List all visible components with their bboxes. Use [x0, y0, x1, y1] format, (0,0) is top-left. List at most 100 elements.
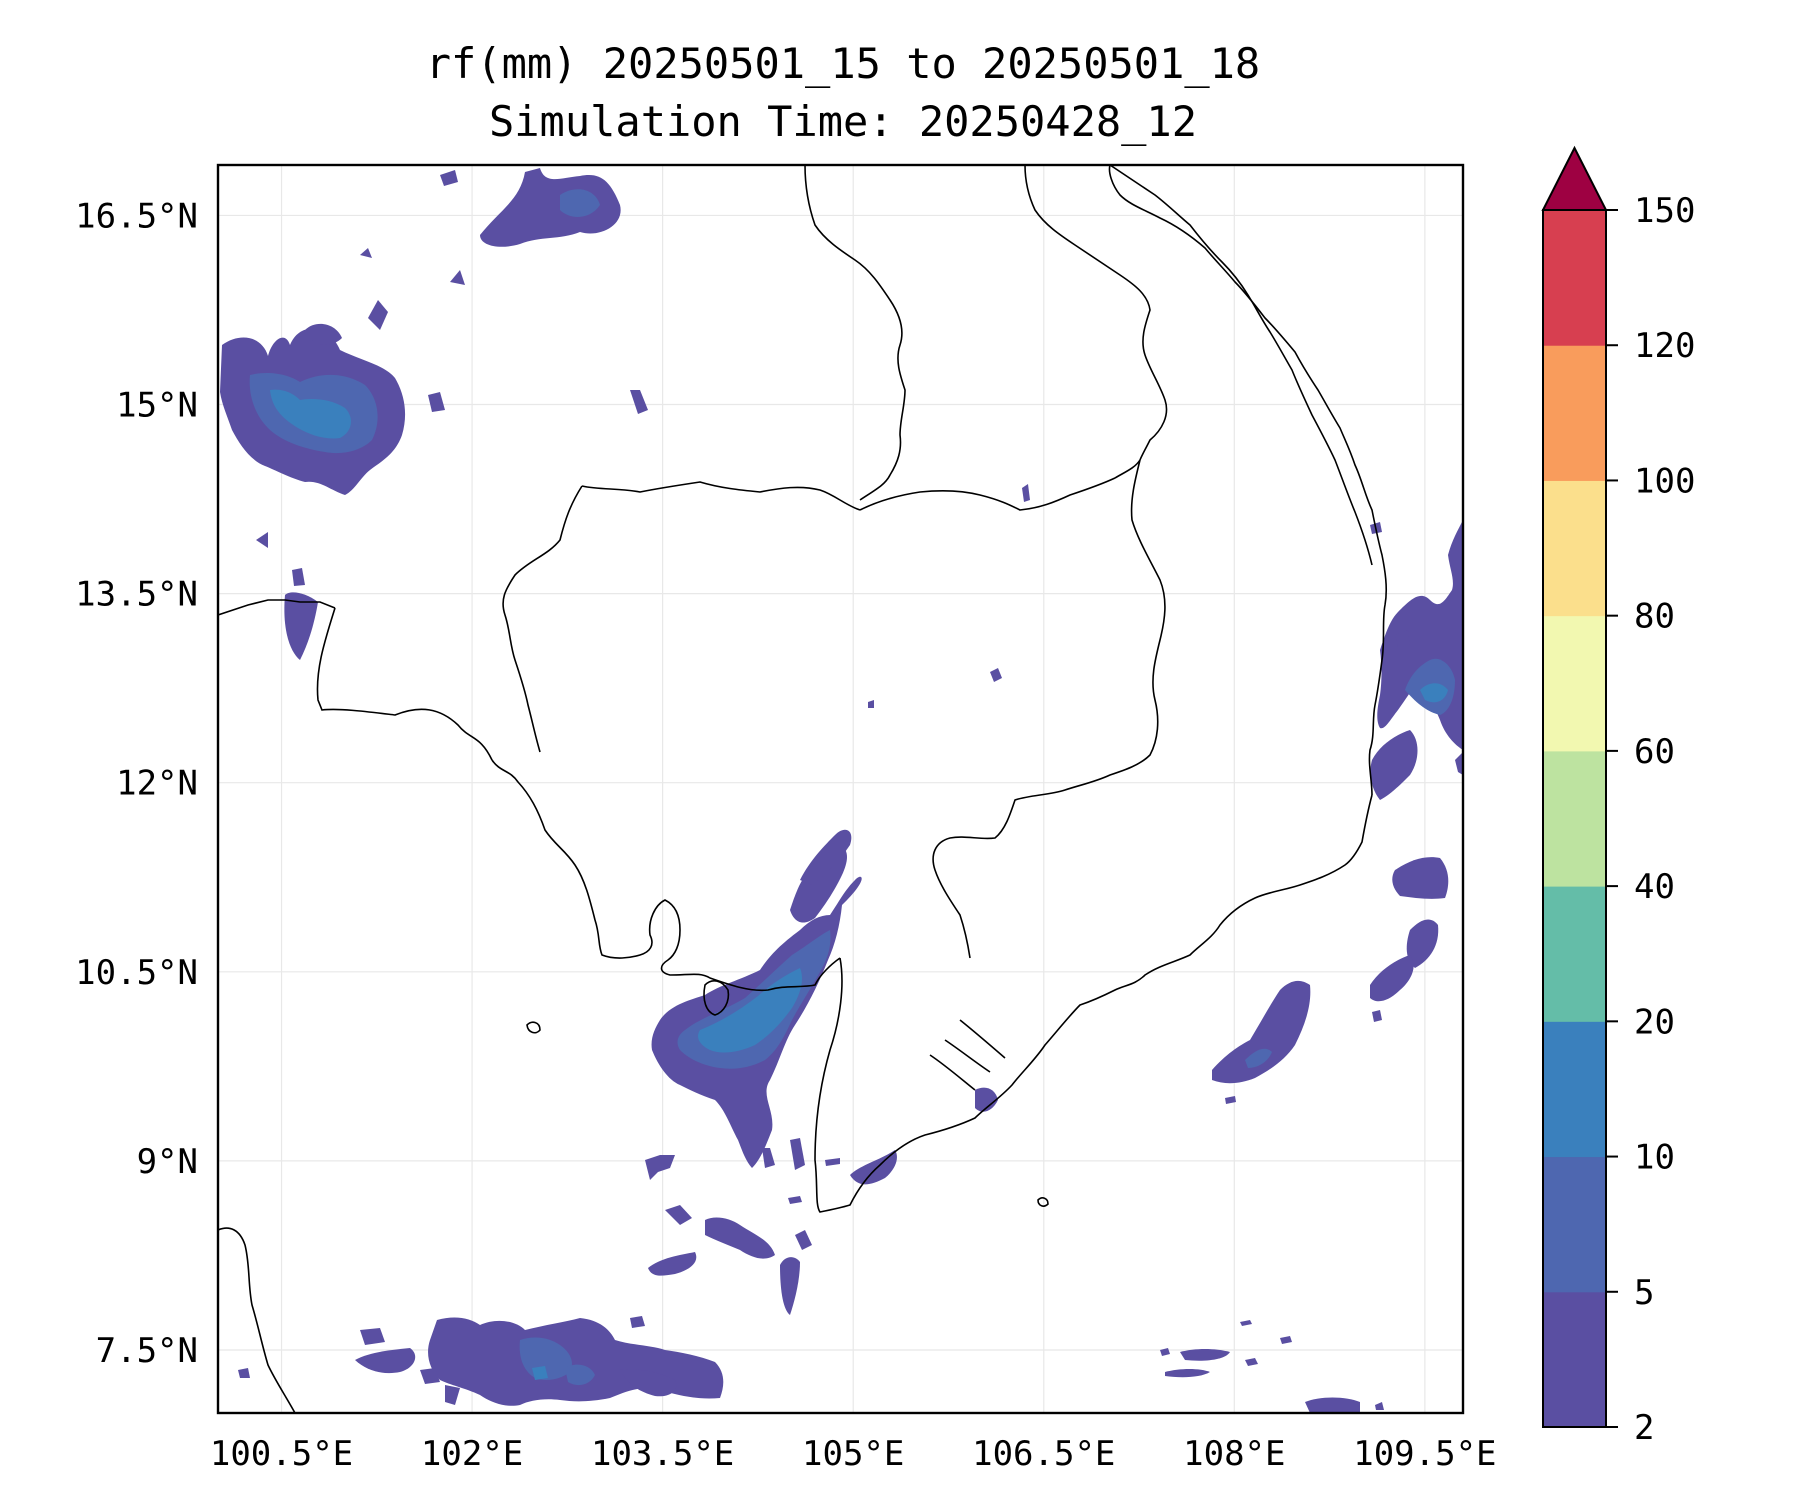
rain-area-sea-band-core: [1245, 1048, 1272, 1068]
lon-tick-label: 103.5°E: [591, 1434, 734, 1474]
colorbar-tick-label: 100: [1634, 461, 1695, 501]
border-cambodia-west: [502, 485, 583, 753]
border-cambodia-thailand: [316, 607, 493, 761]
border-cambodia-east: [859, 459, 1141, 511]
lon-tick-label: 100.5°E: [210, 1434, 353, 1474]
latitude-tick-labels: 7.5°N 9°N 10.5°N 12°N 13.5°N 15°N 16.5°N: [75, 196, 198, 1371]
rain-area-west-blob-6: [284, 592, 318, 660]
colorbar-segment: [1543, 615, 1606, 752]
rain-area-gulf-south-8: [795, 1230, 812, 1250]
rain-area-gulf-south-1: [645, 1155, 675, 1180]
rain-area-sea-far-6: [1245, 1358, 1258, 1366]
colorbar-tick-label: 80: [1634, 597, 1675, 637]
lat-tick-label: 15°N: [116, 386, 198, 426]
rain-area-gulf-heavy: [698, 968, 803, 1053]
rain-area-west-blob-9: [360, 248, 372, 258]
rain-area-south-band-4: [420, 1368, 440, 1384]
coast-vietnam-east: [1108, 165, 1388, 796]
rain-area-sea-far-8: [1375, 1402, 1384, 1410]
coast-vietnam-north: [1109, 165, 1373, 566]
colorbar-segment: [1543, 210, 1606, 346]
rain-area-east-coast-2: [1370, 730, 1418, 800]
rain-area-south-band-core-2: [565, 1364, 595, 1386]
border-laos-thailand: [804, 165, 906, 501]
rain-area-south-band-7: [238, 1368, 250, 1378]
rain-area-west-blob-2: [305, 323, 342, 345]
border-laos-vietnam: [1024, 165, 1168, 461]
lat-tick-label: 12°N: [116, 764, 198, 804]
rain-area-west-blob-8: [256, 532, 268, 548]
coast-island-1: [526, 1021, 541, 1034]
rain-area-east-coast-4: [1406, 919, 1439, 968]
colorbar-tick-label: 20: [1634, 1002, 1675, 1042]
colorbar: 2 5 10 20 40 60 80 100 120 150: [1541, 145, 1695, 1448]
rain-area-south-band-5: [445, 1385, 460, 1405]
rain-area-west-blob-7: [292, 568, 305, 586]
lat-tick-label: 7.5°N: [96, 1331, 198, 1371]
rain-area-north-small: [440, 170, 458, 186]
border-cambodia-laos-vietnam: [581, 481, 861, 511]
coast-malaysia-west: [218, 1227, 296, 1413]
colorbar-tick-label: 120: [1634, 326, 1695, 366]
lon-tick-label: 102°E: [421, 1434, 523, 1474]
rain-area-east-coast-5: [1370, 955, 1414, 1002]
map-title-line-2: Simulation Time: 20250428_12: [488, 97, 1197, 146]
rain-area-east-coast-9: [1455, 752, 1463, 775]
lat-tick-label: 10.5°N: [75, 953, 198, 993]
coast-phu-quoc-island: [703, 980, 730, 1016]
colorbar-segment: [1543, 1021, 1606, 1158]
rain-area-west-cluster-heavy: [270, 389, 352, 439]
rain-area-gulf-south-6: [665, 1205, 692, 1225]
rain-area-south-band-2: [360, 1328, 385, 1345]
rain-area-nw-top-core: [560, 189, 600, 217]
rain-area-inland-3: [868, 700, 874, 708]
rain-area-sea-band: [1212, 980, 1311, 1084]
rain-area-inland-2: [1022, 484, 1030, 502]
border-cambodia-vietnam: [932, 459, 1166, 959]
gridlines: [218, 165, 1463, 1413]
colorbar-tick-label: 60: [1634, 732, 1675, 772]
coast-thailand-gulf: [491, 759, 841, 992]
rain-area-east-coast-core-2: [1420, 683, 1448, 703]
rain-area-inland-1: [990, 668, 1002, 682]
coastlines-and-borders: [218, 165, 1388, 1413]
rain-area-gulf-south-5: [705, 1217, 775, 1259]
rain-area-sea-far-3: [1305, 1397, 1360, 1413]
precipitation-contours: [220, 168, 1463, 1413]
border-thailand-west: [218, 599, 336, 616]
rain-area-sea-band-2: [1225, 1096, 1236, 1104]
colorbar-segment: [1543, 345, 1606, 481]
rain-area-gulf-north-2: [800, 829, 852, 885]
map-border: [216, 163, 1465, 1415]
rain-area-nw-top: [480, 168, 621, 247]
lat-tick-label: 9°N: [137, 1142, 198, 1182]
rain-area-sea-far-1: [1180, 1349, 1230, 1361]
rain-area-south-band-3: [355, 1348, 416, 1374]
lon-tick-label: 108°E: [1183, 1434, 1285, 1474]
colorbar-segment: [1543, 1156, 1606, 1293]
rain-area-inland-4: [975, 1087, 998, 1112]
rain-area-gulf-south-7: [648, 1252, 697, 1276]
colorbar-segment: [1543, 480, 1606, 617]
map-title-line-1: rf(mm) 20250501_15 to 20250501_18: [425, 39, 1261, 88]
rain-area-west-blob-3: [428, 392, 445, 412]
map-background: [218, 165, 1463, 1413]
rain-area-east-coast-3: [1392, 857, 1449, 899]
rain-area-sea-far-7: [1160, 1348, 1170, 1356]
rain-area-south-band-heavy: [532, 1366, 548, 1380]
rain-area-gulf-south-9: [780, 1257, 800, 1315]
colorbar-segment: [1543, 886, 1606, 1022]
rain-area-south-band-6: [620, 1369, 677, 1397]
rain-area-east-coast-7: [1395, 630, 1410, 648]
coast-mekong-delta: [929, 1019, 1006, 1091]
rain-area-west-blob-5: [630, 390, 648, 414]
colorbar-segment: [1543, 750, 1606, 887]
colorbar-tick-label: 2: [1634, 1408, 1654, 1448]
lon-tick-label: 106.5°E: [972, 1434, 1115, 1474]
coast-island-2: [1037, 1197, 1049, 1207]
longitude-tick-labels: 100.5°E 102°E 103.5°E 105°E 106.5°E 108°E 109.…: [210, 1434, 1497, 1474]
map-area: 100.5°E 102°E 103.5°E 105°E 106.5°E 108°E 109.…: [75, 163, 1497, 1474]
colorbar-segment: [1543, 1291, 1606, 1428]
colorbar-tick-label: 10: [1634, 1138, 1675, 1178]
